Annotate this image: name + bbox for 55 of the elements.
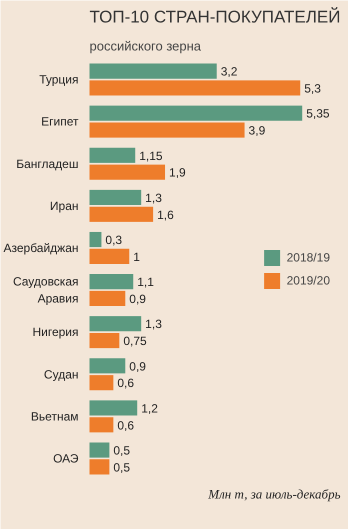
y-tick-label: Азербайджан <box>3 240 79 255</box>
y-tick-label: Турция <box>39 72 79 87</box>
data-label: 3,9 <box>248 124 266 138</box>
bar <box>90 148 136 163</box>
bar <box>90 206 154 222</box>
bar <box>90 80 300 96</box>
bar <box>90 64 217 79</box>
bar <box>90 290 126 306</box>
bar <box>90 106 302 121</box>
data-label: 0,6 <box>117 376 134 390</box>
y-tick-label: Судан <box>44 367 79 382</box>
y-tick-label: Нигерия <box>32 325 78 340</box>
bar <box>90 316 142 332</box>
data-label: 0,6 <box>117 418 134 432</box>
bar <box>90 164 166 180</box>
bar <box>90 190 142 206</box>
data-label: 1,6 <box>157 208 174 222</box>
bar <box>90 375 114 390</box>
data-label: 1,2 <box>141 401 158 416</box>
data-label: 0,5 <box>113 460 130 474</box>
data-label: 1,9 <box>169 166 186 180</box>
data-label: 1,15 <box>139 148 163 163</box>
y-tick-label: Бангладеш <box>16 156 79 171</box>
bar <box>90 442 110 458</box>
y-tick-label: Вьетнам <box>30 409 78 424</box>
y-tick-label: ОАЭ <box>53 451 79 466</box>
y-tick-label: Египет <box>41 114 80 129</box>
bar <box>90 274 134 290</box>
bar <box>90 400 138 416</box>
data-label: 3,2 <box>220 64 238 79</box>
data-label: 0,9 <box>129 359 146 374</box>
bar <box>90 459 110 474</box>
bar <box>90 248 130 264</box>
bar <box>90 122 245 138</box>
data-label: 1,3 <box>145 190 162 205</box>
data-label: 1,1 <box>137 275 154 290</box>
chart-title: ТОП-10 СТРАН-ПОКУПАТЕЛЕЙ <box>90 6 340 26</box>
chart-subtitle: российского зерна <box>90 38 202 54</box>
text: Млн т, за июль-декабрь <box>207 486 341 502</box>
data-label: 1,3 <box>145 317 162 332</box>
legend-label: 2019/20 <box>286 273 330 287</box>
data-label: 0,75 <box>123 334 147 348</box>
data-label: 1 <box>133 250 140 264</box>
y-tick-label: Саудовская Аравия <box>12 274 79 306</box>
legend-label: 2018/19 <box>286 250 330 264</box>
bar <box>90 417 114 432</box>
data-label: 5,35 <box>306 106 330 121</box>
bar <box>90 232 102 248</box>
bar <box>90 332 120 348</box>
data-label: 0,3 <box>105 233 122 248</box>
data-label: 5,3 <box>304 81 322 96</box>
data-label: 0,9 <box>129 292 146 306</box>
data-label: 0,5 <box>113 444 130 458</box>
y-tick-label: Иран <box>50 198 79 213</box>
bar <box>90 358 126 374</box>
